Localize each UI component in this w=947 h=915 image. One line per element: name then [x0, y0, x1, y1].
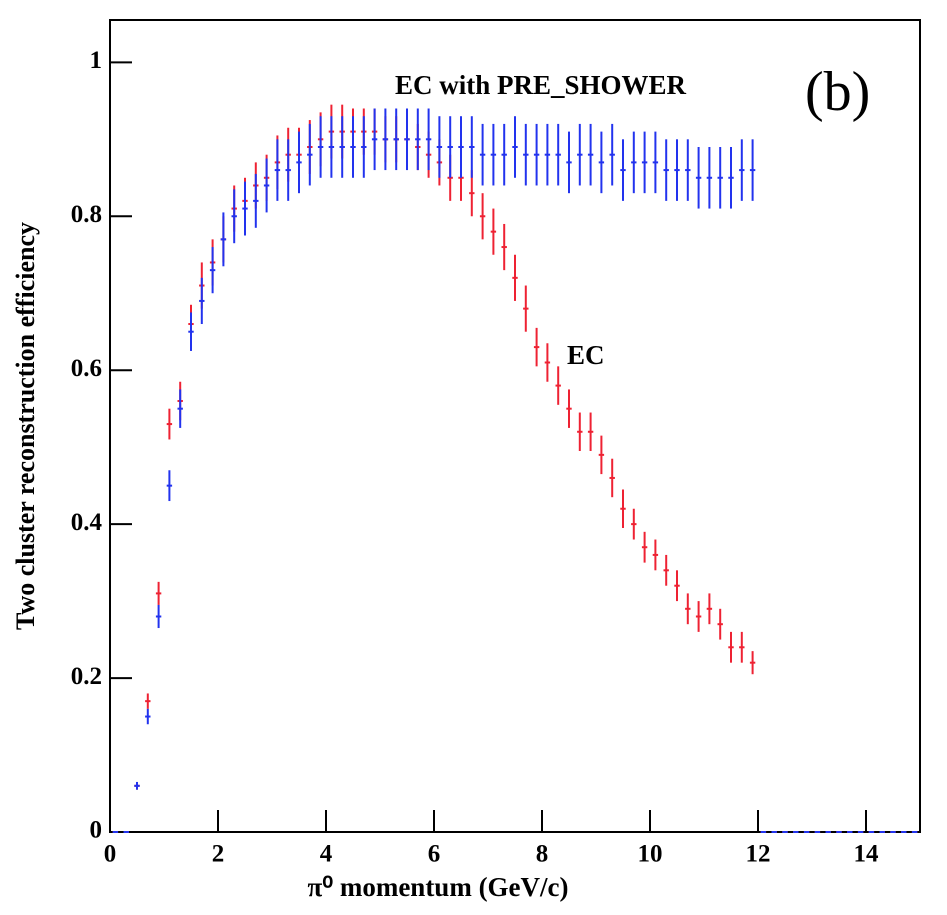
x-axis-label: π⁰ momentum (GeV/c) [307, 872, 568, 902]
annotation: EC [567, 340, 605, 370]
y-tick-label: 0.4 [71, 509, 103, 536]
y-tick-label: 0.2 [71, 663, 102, 690]
x-tick-label: 12 [746, 841, 771, 868]
x-tick-label: 2 [212, 841, 225, 868]
y-tick-label: 0 [90, 817, 103, 844]
y-tick-label: 0.6 [71, 355, 102, 382]
plot-frame [109, 19, 921, 833]
x-tick-label: 10 [638, 841, 663, 868]
panel-label: (b) [805, 61, 870, 123]
annotation: EC with PRE_SHOWER [395, 70, 687, 100]
x-tick-label: 6 [428, 841, 441, 868]
y-tick-label: 1 [90, 47, 103, 74]
x-tick-label: 14 [854, 841, 880, 868]
x-tick-label: 0 [104, 841, 117, 868]
y-axis-label: Two cluster reconstruction efficiency [11, 222, 40, 630]
x-tick-label: 4 [320, 841, 333, 868]
x-tick-label: 8 [536, 841, 549, 868]
y-tick-label: 0.8 [71, 201, 102, 228]
